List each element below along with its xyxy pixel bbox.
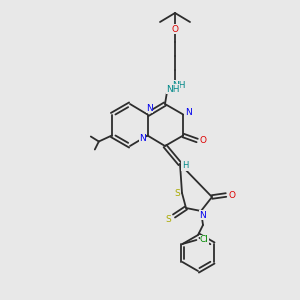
Text: O: O [200,136,207,145]
Text: N: N [146,104,153,113]
Text: S: S [165,214,171,224]
Text: Cl: Cl [200,236,209,244]
Text: NH: NH [172,80,186,89]
Text: O: O [229,190,236,200]
Text: H: H [182,161,188,170]
Text: N: N [200,211,206,220]
Text: N: N [139,134,146,143]
Text: NH: NH [166,85,180,94]
Text: S: S [174,188,180,197]
Text: N: N [185,108,192,117]
Text: O: O [172,25,178,34]
